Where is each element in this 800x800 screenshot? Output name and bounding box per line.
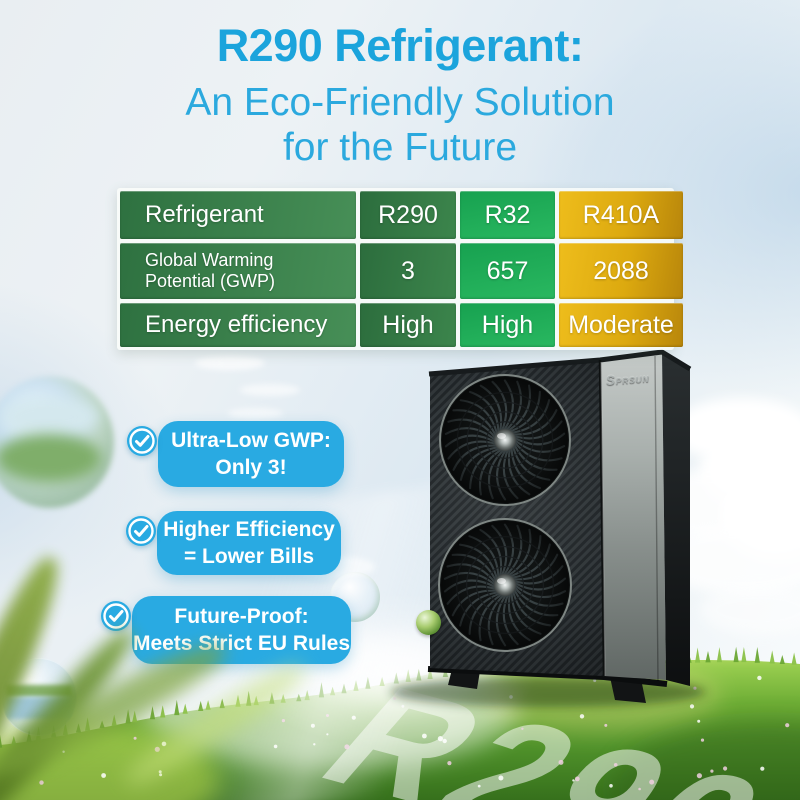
table-cell-efficiency-r290: High: [360, 303, 456, 347]
table-cell-efficiency-r32: High: [460, 303, 555, 347]
bubble-sky-reflection: [1, 397, 99, 437]
benefit-line: Future-Proof:: [174, 604, 309, 628]
table-cell-refrigerant-r410a: R410A: [559, 191, 683, 239]
check-icon: [101, 601, 131, 631]
title-block: R290 Refrigerant: An Eco-Friendly Soluti…: [0, 20, 800, 170]
cloud-wisp: [195, 356, 265, 370]
cloud-wisp: [228, 408, 283, 419]
table-cell-refrigerant-label: Refrigerant: [120, 191, 356, 239]
subtitle-line-2: for the Future: [282, 126, 518, 170]
benefit-line: Ultra-Low GWP:: [171, 428, 331, 452]
table-cell-gwp-r32: 657: [460, 243, 555, 299]
benefit-pill-future-proof: Future-Proof: Meets Strict EU Rules: [101, 596, 351, 664]
table-cell-gwp-label: Global Warming Potential (GWP): [120, 243, 356, 299]
check-icon: [126, 516, 156, 546]
table-cell-refrigerant-r290: R290: [360, 191, 456, 239]
comparison-table: Refrigerant R290 R32 R410A Global Warmin…: [117, 188, 683, 350]
subtitle-line-1: An Eco-Friendly Solution: [185, 81, 615, 124]
horizon-glow: [180, 560, 600, 780]
table-cell-efficiency-r410a: Moderate: [559, 303, 683, 347]
bubble-landscape-reflection: [0, 434, 102, 482]
cloud-wisp: [240, 384, 300, 396]
table-cell-gwp-r290: 3: [360, 243, 456, 299]
benefit-line: Meets Strict EU Rules: [132, 632, 351, 655]
benefit-line: = Lower Bills: [183, 545, 315, 568]
eco-bubble-large: [0, 376, 114, 508]
table-cell-refrigerant-r32: R32: [460, 191, 555, 239]
cloud: [700, 585, 800, 635]
check-icon: [127, 426, 157, 456]
table-cell-efficiency-label: Energy efficiency: [120, 303, 356, 347]
benefit-pill-efficiency: Higher Efficiency = Lower Bills: [126, 511, 341, 575]
benefit-line: Higher Efficiency: [163, 517, 335, 541]
page-title: R290 Refrigerant:: [216, 20, 584, 71]
table-cell-gwp-r410a: 2088: [559, 243, 683, 299]
benefit-line: Only 3!: [215, 456, 287, 479]
benefit-pill-gwp: Ultra-Low GWP: Only 3!: [127, 421, 344, 487]
green-marble: [416, 610, 441, 635]
